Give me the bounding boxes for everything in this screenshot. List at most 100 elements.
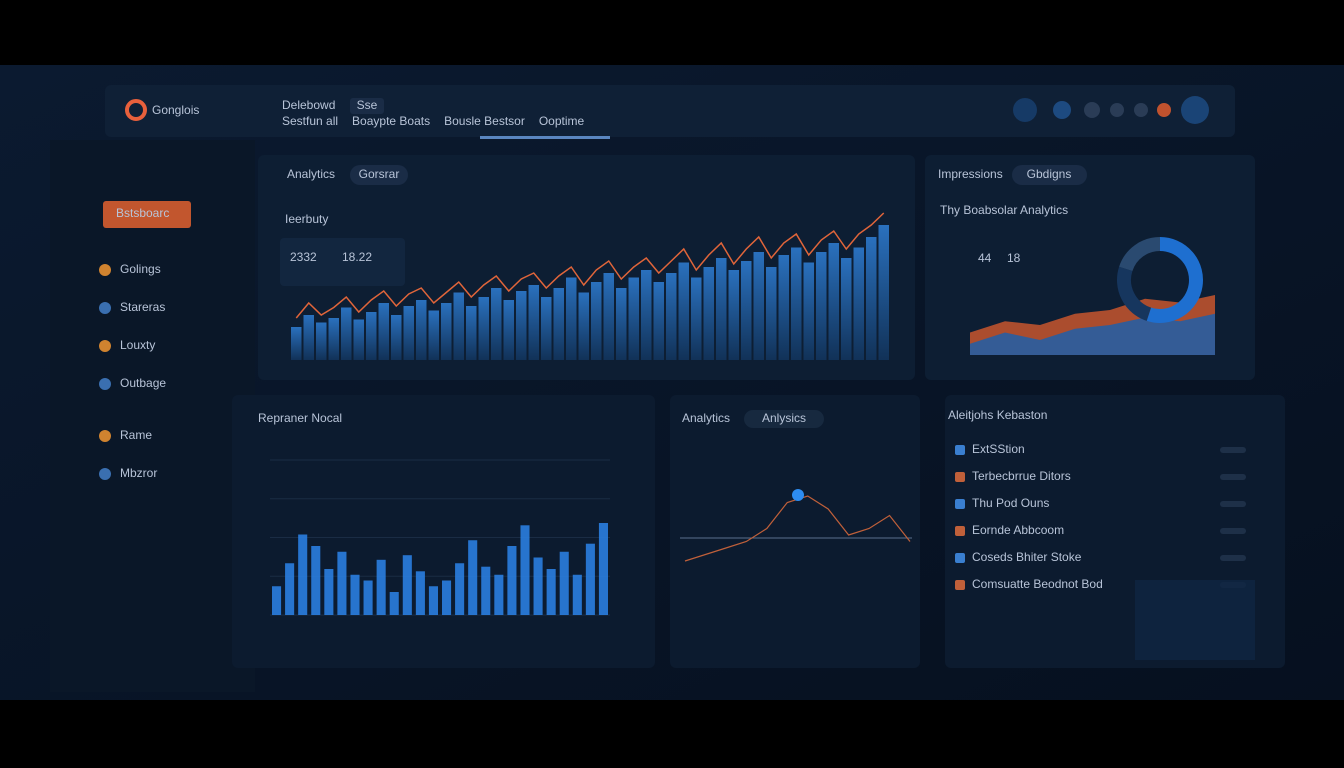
nav-item[interactable]: Mbzror [120,466,157,480]
list-item[interactable]: Thu Pod Ouns [972,496,1049,510]
brand: Gonglois [152,103,199,117]
nav-active [103,201,191,228]
nav-item[interactable]: Rame [120,428,152,442]
icon[interactable] [1134,103,1148,117]
pill[interactable] [744,410,824,428]
bar [559,551,569,615]
list-icon [955,580,965,590]
subtitle: Thy Boabsolar Analytics [940,203,1068,217]
bar [541,297,552,360]
bar [494,574,504,615]
nav-icon [99,264,111,276]
bar [641,270,652,360]
icon[interactable] [1157,103,1171,117]
list-value [1220,528,1246,534]
nav-icon [99,468,111,480]
icon[interactable] [1013,98,1037,122]
pill[interactable] [350,165,408,185]
list-item[interactable]: ExtSStion [972,442,1025,456]
bar [324,569,334,615]
bar [478,297,489,360]
bar [791,247,802,360]
tab-indicator [480,136,610,139]
pill-text[interactable]: Anlysics [762,411,806,425]
mini-chart [1135,580,1255,660]
bar [416,300,427,360]
donut-segment [1119,237,1161,272]
bar [678,262,689,360]
icon[interactable] [1110,103,1124,117]
logo [125,99,147,121]
bar [285,563,295,615]
bar [853,247,864,360]
letterbox [0,0,1344,65]
nav-icon [99,340,111,352]
avatar[interactable] [1181,96,1209,124]
bar [291,327,302,360]
list-item[interactable]: Terbecbrrue Ditors [972,469,1071,483]
list-value [1220,474,1246,480]
list-icon [955,472,965,482]
bar [803,262,814,360]
bar [341,307,352,360]
area [970,313,1215,355]
list-item[interactable]: Eornde Abbcoom [972,523,1064,537]
nav-item[interactable]: Outbage [120,376,166,390]
bar [753,252,764,360]
bar [528,285,539,360]
bar [303,315,314,360]
nav-item[interactable]: Golings [120,262,161,276]
list-value [1220,555,1246,561]
label: Ieerbuty [285,212,328,226]
bar [572,574,582,615]
breadcrumb: Boaypte Boats [352,114,430,128]
bar [466,306,477,360]
panel-title: Aleitjohs Kebaston [948,408,1047,422]
icon[interactable] [1053,101,1071,119]
bar [378,303,389,360]
bar [841,258,852,360]
bar [441,303,452,360]
bar [691,277,702,360]
bar [828,243,839,360]
bar [778,255,789,360]
bar [337,551,347,615]
header [105,85,1235,137]
bar [316,322,327,360]
bar [428,586,438,615]
bar [391,315,402,360]
nav-icon [99,302,111,314]
bar [366,312,377,360]
tab[interactable]: Gorsrar [359,167,400,181]
bar [415,571,425,615]
nav-item[interactable]: Bstsboarc [116,206,169,220]
list-item[interactable]: Comsuatte Beodnot Bod [972,577,1103,591]
panel-title: Analytics [682,411,730,425]
nav-item[interactable]: Stareras [120,300,165,314]
tab[interactable]: Analytics [287,167,335,181]
bar [741,261,752,360]
bar [603,273,614,360]
list-item[interactable]: Coseds Bhiter Stoke [972,550,1082,564]
bar [585,543,595,615]
icon[interactable] [1084,102,1100,118]
panel [670,395,920,668]
badge [350,98,384,114]
breadcrumb: Ooptime [539,114,585,128]
nav-icon [99,378,111,390]
nav-item[interactable]: Louxty [120,338,155,352]
bar [507,546,517,615]
bar [766,267,777,360]
bar [350,574,360,615]
pill-text[interactable]: Gbdigns [1027,167,1072,181]
bar [703,267,714,360]
bar [666,273,677,360]
bar [591,282,602,360]
bar [728,270,739,360]
bar [376,559,386,615]
bar [311,546,321,615]
pill[interactable] [1012,165,1087,185]
bar [616,288,627,360]
breadcrumb: Sestfun all [282,114,338,128]
